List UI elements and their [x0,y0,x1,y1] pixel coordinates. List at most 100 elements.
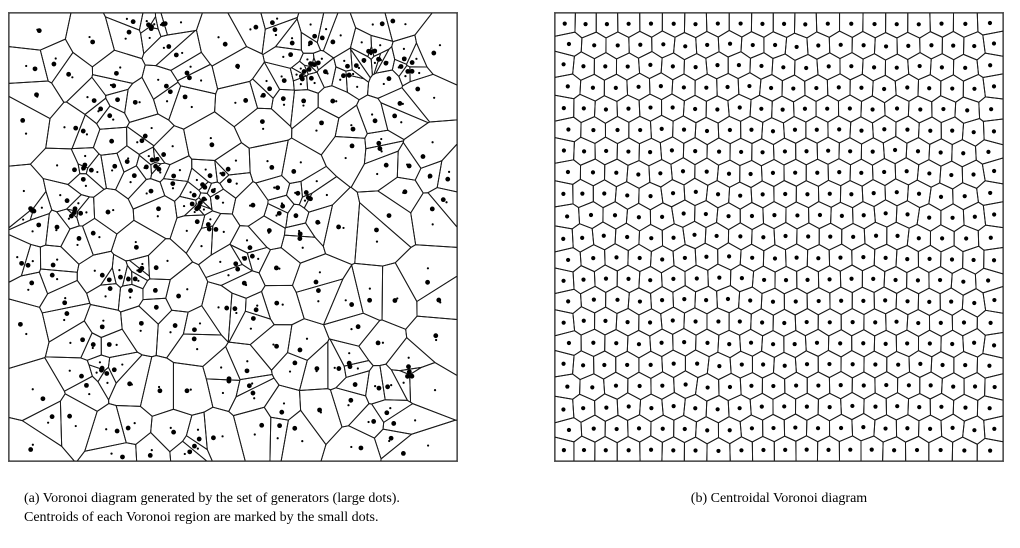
generator-dot [987,20,993,26]
voronoi-cell [147,238,194,281]
centroid-dot [119,66,122,69]
voronoi-cell [64,13,115,68]
generator-dot [625,64,630,69]
centroid-dot [96,170,99,174]
generator-dot [760,192,765,197]
generator-dot [883,341,888,346]
generator-dot [25,262,31,268]
centroid-dot [227,274,230,277]
generator-dot [390,18,396,24]
generator-dot [937,277,943,283]
generator-dot [346,360,352,366]
generator-dot [861,298,866,303]
generator-dot [184,388,190,394]
voronoi-cell [56,208,80,230]
centroid-dot [379,58,383,62]
generator-dot [649,406,654,411]
generator-dot [613,85,618,90]
generator-dot [693,65,698,70]
generator-dot [848,149,853,154]
generator-dot [938,194,944,199]
generator-dot [392,298,398,303]
voronoi-cell [169,214,206,254]
voronoi-cell [291,106,340,156]
generator-dot [167,89,173,95]
centroid-dot [427,176,431,179]
voronoi-cell [9,234,32,283]
centroid-dot [213,187,216,191]
generator-dot [626,276,631,281]
generator-dot [814,85,819,91]
generator-dot [716,448,721,454]
generator-dot [246,383,252,389]
generator-dot [905,85,910,90]
generator-dot [259,119,265,124]
centroid-dot [40,206,43,209]
generator-dot [436,297,442,303]
voronoi-cell [135,431,172,461]
centroid-dot [109,139,113,143]
generator-dot [316,288,321,293]
centroid-dot [374,385,377,388]
caption-b: (b) Centroidal Voronoi diagram [690,491,868,506]
centroid-dot [165,100,169,103]
centroid-dot [200,79,203,82]
generator-dot [949,299,954,304]
generator-dot [915,149,921,154]
generator-dot [648,194,653,199]
generator-dot [692,232,697,237]
centroid-dot [388,439,391,443]
generator-dot [604,22,610,27]
centroid-dot [319,411,322,414]
centroid-dot [407,356,410,359]
voronoi-cell [105,88,129,114]
generator-dot [894,65,899,70]
generator-dot [988,63,993,68]
voronoi-cell [97,366,117,401]
centroid-dot [143,166,146,169]
centroid-dot [220,366,223,369]
generator-dot [717,275,722,280]
generator-dot [894,106,900,111]
generator-dot [870,149,875,154]
generator-dot [276,210,282,216]
centroid-dot [157,78,160,81]
voronoi-cell [44,320,93,359]
generator-dot [637,383,642,389]
generator-dot [859,128,864,133]
centroid-dot [433,96,436,99]
centroid-dot [267,231,270,234]
centroid-dot [347,404,350,407]
centroid-dot [241,256,244,259]
generator-dot [704,169,709,174]
voronoi-cell [205,378,241,412]
generator-dot [748,340,754,345]
generator-dot [703,211,708,217]
generator-dot [112,163,118,169]
generator-dot [367,297,373,303]
centroid-dot [320,57,323,60]
generator-dot [613,383,619,388]
generator-dot [693,106,698,112]
centroid-dot [262,127,265,130]
generator-dot [704,128,710,134]
generator-dot [717,364,722,369]
generator-dot [783,233,788,239]
generator-dot [827,191,832,196]
generator-dot [972,43,977,49]
generator-dot [566,41,572,47]
generator-dot [739,276,744,281]
generator-dot [409,373,415,379]
generator-dot [905,257,910,262]
generator-dot [561,148,567,153]
generator-dot [992,426,997,431]
generator-dot [281,78,287,83]
centroid-dot [31,260,34,263]
centroid-dot [63,318,66,322]
voronoi-cell [21,400,63,447]
generator-dot [391,421,397,426]
centroid-dot [98,361,102,364]
voronoi-cell [380,419,457,461]
generator-dot [683,44,688,49]
generator-dot [927,256,932,261]
